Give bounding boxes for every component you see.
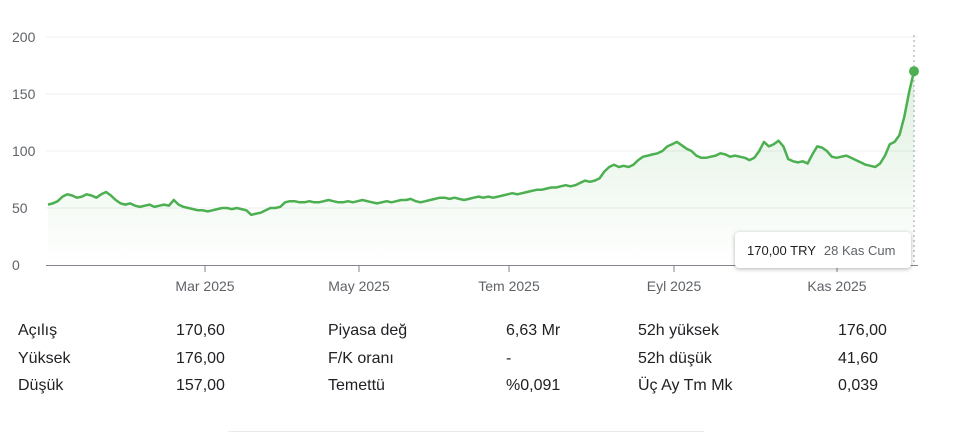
stat-row: Açılış 170,60 Piyasa değ 6,63 Mr 52h yük… bbox=[18, 322, 918, 350]
x-tick-label: Kas 2025 bbox=[807, 278, 866, 294]
tooltip: 170,00 TRY 28 Kas Cum bbox=[735, 232, 911, 268]
stat-label: 52h düşük bbox=[638, 349, 712, 367]
price-line bbox=[47, 70, 916, 217]
stat-value: 6,63 Mr bbox=[506, 322, 561, 339]
y-axis: 0 50 100 150 200 bbox=[12, 29, 36, 273]
price-area bbox=[48, 71, 914, 265]
y-tick-label: 100 bbox=[12, 143, 36, 159]
stat-value: 176,00 bbox=[176, 349, 225, 367]
stat-label: Yüksek bbox=[18, 349, 71, 367]
x-axis: Mar 2025 May 2025 Tem 2025 Eyl 2025 Kas 2025 bbox=[175, 265, 867, 294]
stat-row: Yüksek 176,00 F/K oranı - 52h düşük 41,6… bbox=[18, 350, 918, 378]
stats-table: Açılış 170,60 Piyasa değ 6,63 Mr 52h yük… bbox=[18, 322, 918, 405]
y-tick-label: 200 bbox=[12, 29, 36, 45]
stat-label: Piyasa değ bbox=[328, 322, 408, 339]
tooltip-value: 170,00 TRY bbox=[747, 242, 816, 258]
stat-label: Açılış bbox=[18, 322, 58, 339]
stat-value: 41,60 bbox=[838, 349, 879, 367]
stat-label: Temettü bbox=[328, 377, 385, 394]
y-tick-label: 150 bbox=[12, 86, 36, 102]
tooltip-date: 28 Kas Cum bbox=[823, 242, 896, 258]
x-tick-label: Tem 2025 bbox=[478, 278, 540, 294]
stat-label: Düşük bbox=[18, 377, 64, 394]
stat-value: 176,00 bbox=[838, 322, 887, 339]
stat-value: 0,039 bbox=[838, 377, 879, 394]
y-tick-label: 0 bbox=[12, 257, 20, 273]
hover-point bbox=[909, 66, 919, 77]
y-tick-label: 50 bbox=[12, 200, 28, 216]
x-tick-label: May 2025 bbox=[328, 278, 390, 294]
price-chart[interactable]: 0 50 100 150 200 Mar 2025 May 2025 Tem 2025 Eyl… bbox=[0, 0, 960, 300]
stat-value: 157,00 bbox=[176, 377, 225, 394]
stat-value: 170,60 bbox=[176, 322, 225, 339]
stat-label: 52h yüksek bbox=[638, 322, 719, 339]
stat-value: %0,091 bbox=[506, 377, 561, 394]
divider bbox=[228, 431, 704, 432]
stat-label: F/K oranı bbox=[328, 349, 394, 367]
x-tick-label: Eyl 2025 bbox=[647, 278, 702, 294]
stat-label: Üç Ay Tm Mk bbox=[638, 377, 733, 394]
stat-row: Düşük 157,00 Temettü %0,091 Üç Ay Tm Mk … bbox=[18, 377, 918, 405]
stat-value: - bbox=[506, 349, 512, 367]
x-tick-label: Mar 2025 bbox=[175, 278, 234, 294]
